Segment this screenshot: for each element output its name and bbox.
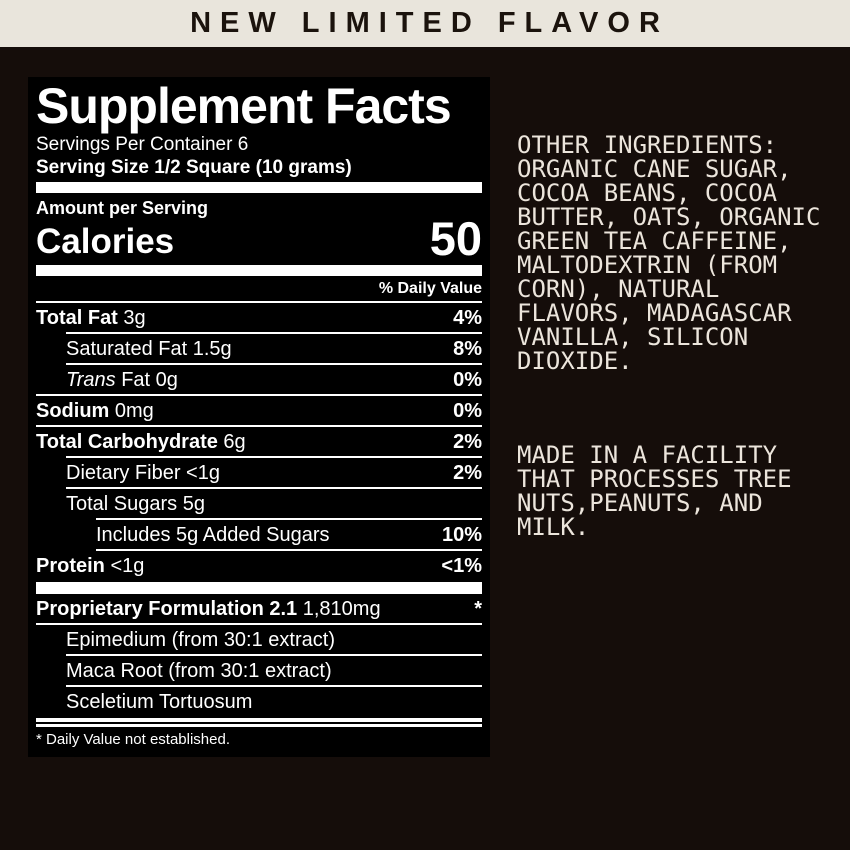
nutrient-row: Total Fat 3g 4% xyxy=(36,303,482,332)
allergen-statement: MADE IN A FACILITY THAT PROCESSES TREE NUT… xyxy=(517,443,842,539)
separator xyxy=(96,518,482,520)
serving-size: Serving Size 1/2 Square (10 grams) xyxy=(36,157,352,178)
separator xyxy=(36,425,482,427)
nutrient-row: Protein <1g <1% xyxy=(36,551,482,580)
row-name: Protein <1g xyxy=(36,555,145,577)
nutrient-row: Trans Fat 0g 0% xyxy=(36,365,482,394)
text-line: MALTODEXTRIN (FROM xyxy=(517,251,778,279)
separator xyxy=(66,487,482,489)
row-name: Saturated Fat 1.5g xyxy=(66,338,232,360)
panel-title: Supplement Facts xyxy=(36,78,452,134)
nutrient-rows: Total Fat 3g 4% Saturated Fat 1.5g 8% Trans … xyxy=(36,303,482,580)
row-name: Trans Fat 0g xyxy=(66,369,178,391)
separator xyxy=(66,332,482,334)
nutrient-row: Maca Root (from 30:1 extract) xyxy=(36,656,482,685)
nutrient-row: Proprietary Formulation 2.1 1,810mg * xyxy=(36,594,482,623)
other-ingredients: OTHER INGREDIENTS: ORGANIC CANE SUGAR, COC… xyxy=(517,133,842,373)
row-daily-value: 2% xyxy=(453,462,482,484)
side-text: OTHER INGREDIENTS: ORGANIC CANE SUGAR, COC… xyxy=(517,85,842,563)
text-line: VANILLA, SILICON xyxy=(517,323,749,351)
separator xyxy=(96,549,482,551)
nutrient-row: Dietary Fiber <1g 2% xyxy=(36,458,482,487)
text-line: BUTTER, OATS, ORGANIC xyxy=(517,203,821,231)
nutrient-row: Sceletium Tortuosum xyxy=(36,687,482,716)
row-daily-value: 0% xyxy=(453,400,482,422)
row-daily-value: * xyxy=(474,598,482,620)
text-line: MILK. xyxy=(517,513,590,541)
row-name: Maca Root (from 30:1 extract) xyxy=(66,660,332,682)
amount-per-serving-label: Amount per Serving xyxy=(36,198,209,218)
daily-value-footnote: * Daily Value not established. xyxy=(36,731,231,748)
row-daily-value: 4% xyxy=(453,307,482,329)
thick-divider xyxy=(36,582,482,594)
thick-divider xyxy=(36,265,482,276)
separator xyxy=(36,301,482,303)
thick-divider xyxy=(36,182,482,193)
nutrient-row: Includes 5g Added Sugars 10% xyxy=(36,520,482,549)
text-line: OTHER INGREDIENTS: xyxy=(517,131,778,159)
text-line: NUTS,PEANUTS, AND xyxy=(517,489,763,517)
row-daily-value: 2% xyxy=(453,431,482,453)
separator xyxy=(36,623,482,625)
row-name: Sodium 0mg xyxy=(36,400,154,422)
banner-text: NEW LIMITED FLAVOR xyxy=(190,7,669,39)
separator xyxy=(36,394,482,396)
row-name: Epimedium (from 30:1 extract) xyxy=(66,629,335,651)
row-name: Total Carbohydrate 6g xyxy=(36,431,246,453)
nutrient-row: Saturated Fat 1.5g 8% xyxy=(36,334,482,363)
row-name: Sceletium Tortuosum xyxy=(66,691,253,713)
calories-value: 50 xyxy=(429,211,482,265)
row-name: Includes 5g Added Sugars xyxy=(96,524,330,546)
text-line: DIOXIDE. xyxy=(517,347,633,375)
text-line: THAT PROCESSES TREE xyxy=(517,465,792,493)
double-rule xyxy=(36,718,482,727)
daily-value-header: % Daily Value xyxy=(378,280,482,297)
text-line: COCOA BEANS, COCOA xyxy=(517,179,778,207)
formulation-rows: Proprietary Formulation 2.1 1,810mg * Epim… xyxy=(36,594,482,716)
text-line: GREEN TEA CAFFEINE, xyxy=(517,227,792,255)
row-daily-value: 0% xyxy=(453,369,482,391)
text-line: CORN), NATURAL xyxy=(517,275,720,303)
nutrient-row: Total Sugars 5g xyxy=(36,489,482,518)
new-flavor-banner: NEW LIMITED FLAVOR xyxy=(0,0,850,47)
text-line: ORGANIC CANE SUGAR, xyxy=(517,155,792,183)
calories-label: Calories xyxy=(36,222,175,261)
row-daily-value: 10% xyxy=(441,524,482,546)
row-name: Proprietary Formulation 2.1 1,810mg xyxy=(36,598,381,620)
text-line: MADE IN A FACILITY xyxy=(517,441,778,469)
nutrient-row: Epimedium (from 30:1 extract) xyxy=(36,625,482,654)
separator xyxy=(66,363,482,365)
nutrient-row: Sodium 0mg 0% xyxy=(36,396,482,425)
servings-per-container: Servings Per Container 6 xyxy=(36,134,249,155)
supplement-facts-panel: Supplement Facts Servings Per Container … xyxy=(28,77,490,757)
separator xyxy=(66,456,482,458)
separator xyxy=(66,654,482,656)
calories-row: Calories 50 xyxy=(36,211,482,265)
separator xyxy=(66,685,482,687)
nutrient-row: Total Carbohydrate 6g 2% xyxy=(36,427,482,456)
row-name: Dietary Fiber <1g xyxy=(66,462,220,484)
row-daily-value: <1% xyxy=(441,555,482,577)
text-line: FLAVORS, MADAGASCAR xyxy=(517,299,792,327)
row-name: Total Fat 3g xyxy=(36,307,146,329)
row-name: Total Sugars 5g xyxy=(66,493,205,515)
row-daily-value: 8% xyxy=(453,338,482,360)
